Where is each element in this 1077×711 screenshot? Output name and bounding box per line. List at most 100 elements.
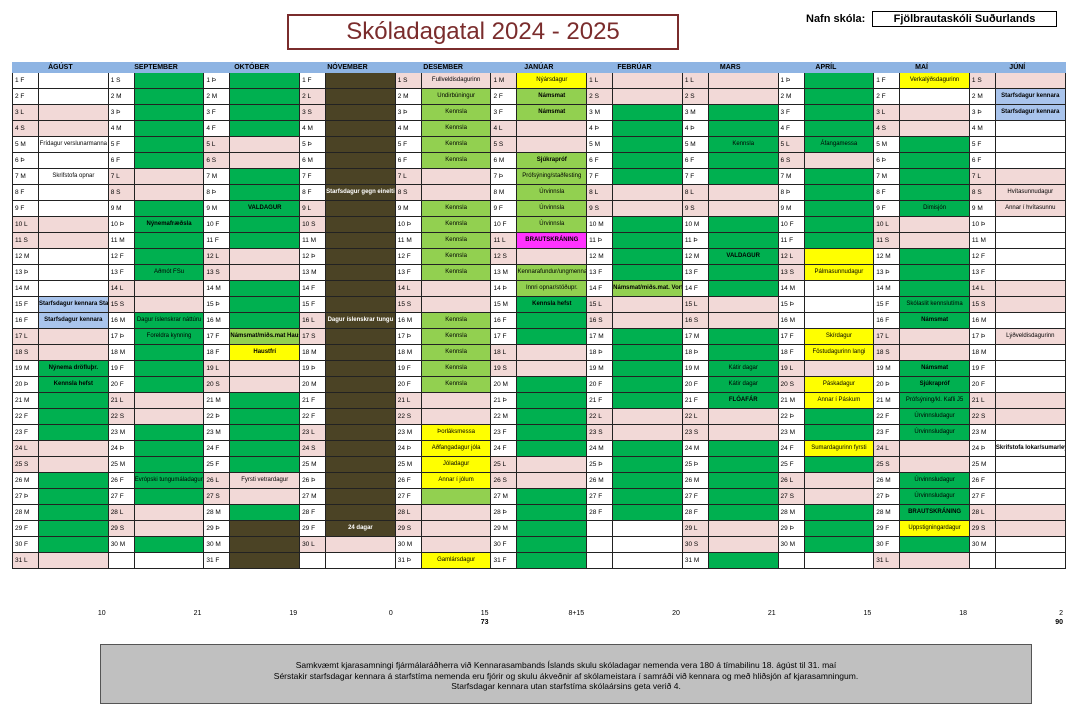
event-cell — [707, 296, 779, 313]
event-cell: Dagur íslenskrar náttúru — [133, 312, 205, 329]
month-header: DESEMBER — [394, 62, 492, 73]
event-cell — [994, 536, 1066, 553]
day-cell — [586, 520, 614, 537]
day-cell: 24 S — [299, 440, 327, 457]
event-cell — [133, 120, 205, 137]
day-cell: 26 Þ — [299, 472, 327, 489]
calendar-row: 25 S 25 M 25 F 25 M 25 M Jóladagur 25 L 25 Þ 25 … — [12, 456, 1066, 473]
calendar-row: 26 M 26 F Evrópski tungumáladagurinn 26 L Fy… — [12, 472, 1066, 489]
event-cell — [612, 424, 683, 441]
day-cell: 28 M — [873, 504, 901, 521]
day-cell: 21 L — [107, 392, 135, 409]
month-total: 19 — [289, 610, 298, 617]
day-cell: 20 F — [394, 376, 422, 393]
day-cell: 26 M — [586, 472, 614, 489]
day-cell: 15 F — [12, 296, 39, 313]
day-cell: 1 F — [12, 72, 39, 89]
event-cell — [612, 552, 683, 569]
day-cell: 2 M — [203, 88, 231, 105]
event-cell — [899, 456, 970, 473]
day-cell: 5 F — [968, 136, 996, 153]
day-cell: 27 M — [490, 488, 518, 505]
day-cell: 27 F — [586, 488, 614, 505]
event-cell — [38, 248, 109, 265]
event-cell — [994, 152, 1066, 169]
event-cell — [707, 456, 779, 473]
event-cell — [325, 264, 396, 281]
day-cell: 11 Þ — [681, 232, 709, 249]
day-cell: 7 L — [968, 168, 996, 185]
day-cell: 18 Þ — [681, 344, 709, 361]
day-cell: 28 M — [203, 504, 231, 521]
event-cell: Nýnemafræðsla — [133, 216, 205, 233]
event-cell — [420, 520, 492, 537]
day-cell: 7 Þ — [490, 168, 518, 185]
event-cell: Gamlársdagur — [420, 552, 492, 569]
event-cell — [38, 344, 109, 361]
day-cell: 28 Þ — [490, 504, 518, 521]
event-cell — [133, 72, 205, 89]
day-cell: 18 F — [203, 344, 231, 361]
day-cell: 10 Þ — [107, 216, 135, 233]
day-cell: 17 F — [777, 328, 805, 345]
event-cell — [803, 88, 875, 105]
event-cell — [516, 456, 588, 473]
day-cell: 20 M — [490, 376, 518, 393]
event-cell: Skrifstofa opnar — [38, 168, 109, 185]
event-cell: Frídagur verslunarmanna — [38, 136, 109, 153]
event-cell: Dagur íslenskrar tungu — [325, 312, 396, 329]
month-header-row: ÁGÚST SEPTEMBER OKTÓBER NÓVEMBER DESEMBER JAN… — [12, 62, 1066, 73]
event-cell — [707, 504, 779, 521]
day-cell: 30 M — [107, 536, 135, 553]
day-cell: 9 F — [873, 200, 901, 217]
day-cell: 12 L — [203, 248, 231, 265]
day-cell: 8 S — [107, 184, 135, 201]
event-cell: Prófsýning/staðfesting — [516, 168, 588, 185]
event-cell — [38, 152, 109, 169]
event-cell — [899, 280, 970, 297]
event-cell — [803, 248, 875, 265]
event-cell: Áfangamessa — [803, 136, 875, 153]
event-cell — [133, 456, 205, 473]
event-cell — [325, 296, 396, 313]
event-cell: Aðfangadagur jóla — [420, 440, 492, 457]
day-cell: 28 M — [12, 504, 39, 521]
event-cell — [612, 456, 683, 473]
day-cell: 30 L — [299, 536, 327, 553]
day-cell: 19 L — [203, 360, 231, 377]
day-cell: 19 Þ — [299, 360, 327, 377]
day-cell: 19 M — [12, 360, 39, 377]
event-cell — [229, 536, 301, 553]
day-cell: 15 S — [394, 296, 422, 313]
event-cell: Evrópski tungumáladagurinn — [133, 472, 205, 489]
day-cell: 19 F — [394, 360, 422, 377]
event-cell — [38, 88, 109, 105]
day-cell: 10 Þ — [968, 216, 996, 233]
event-cell: Námsmat — [516, 88, 588, 105]
month-header: ÁGÚST — [12, 62, 109, 73]
event-cell — [707, 72, 779, 89]
day-cell: 23 M — [968, 424, 996, 441]
event-cell — [803, 152, 875, 169]
event-cell — [325, 88, 396, 105]
event-cell — [229, 488, 301, 505]
event-cell — [803, 520, 875, 537]
event-cell — [38, 504, 109, 521]
event-cell — [803, 296, 875, 313]
day-cell: 8 Þ — [777, 184, 805, 201]
event-cell — [229, 424, 301, 441]
event-cell — [516, 408, 588, 425]
day-cell: 3 F — [777, 104, 805, 121]
day-cell: 23 S — [586, 424, 614, 441]
day-cell: 1 L — [586, 72, 614, 89]
event-cell — [38, 392, 109, 409]
event-cell — [133, 440, 205, 457]
event-cell: Starfsdagur kennara Starfsfólks fundur — [38, 296, 109, 313]
event-cell — [612, 248, 683, 265]
day-cell: 8 L — [586, 184, 614, 201]
day-cell: 14 M — [203, 280, 231, 297]
event-cell: Lýðveldisdagurinn — [994, 328, 1066, 345]
event-cell — [516, 424, 588, 441]
